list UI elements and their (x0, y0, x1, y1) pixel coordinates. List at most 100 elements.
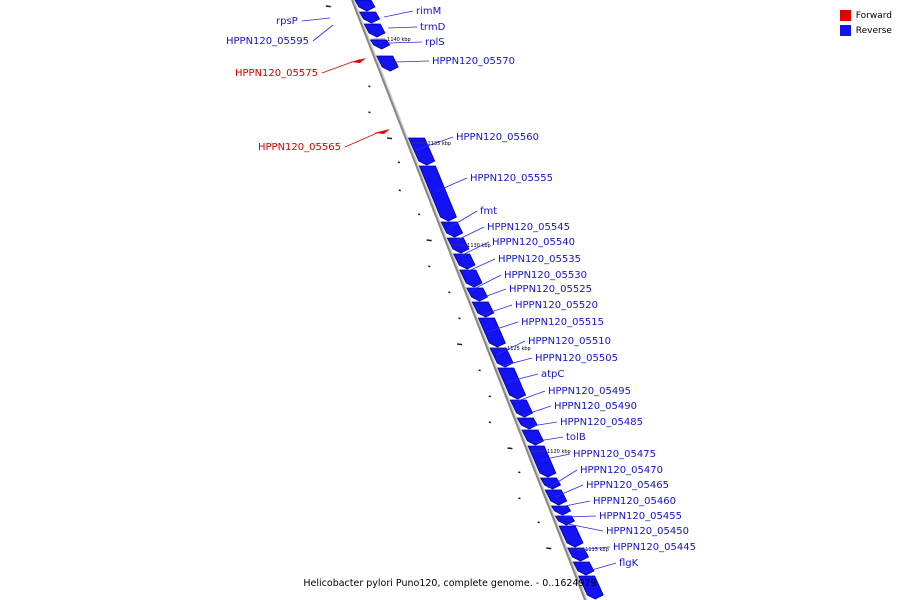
gene-mark (368, 85, 371, 88)
leader-line (540, 453, 571, 461)
gene-mark (325, 5, 331, 8)
leader-line (394, 60, 430, 63)
leader-line (486, 321, 519, 333)
gene-label-hppn120-05570: HPPN120_05570 (432, 56, 515, 67)
leader-line (562, 515, 597, 518)
gene-label-hppn120-05530: HPPN120_05530 (504, 270, 587, 281)
leader-line (344, 132, 378, 148)
gene-label-hppn120-05505: HPPN120_05505 (535, 353, 618, 364)
gene-mark (458, 317, 461, 320)
reverse-gene-bar (497, 367, 527, 400)
gene-label-hppn120-05565: HPPN120_05565 (258, 142, 341, 153)
reverse-gene-bar (554, 515, 576, 526)
gene-label-hppn120-05540: HPPN120_05540 (492, 237, 575, 248)
scale-tick-label: 1120 kbp (547, 449, 571, 455)
gene-label-trmd: trmD (420, 22, 446, 33)
gene-mark (417, 213, 421, 216)
backbone-line (351, 0, 586, 600)
leader-line (465, 258, 496, 273)
reverse-swatch-icon (839, 25, 851, 36)
reverse-gene-bar (544, 489, 568, 506)
reverse-gene-bar (578, 575, 604, 600)
gene-label-hppn120-05535: HPPN120_05535 (498, 254, 581, 265)
leader-line (321, 61, 353, 74)
gene-mark (397, 161, 401, 164)
gene-label-hppn120-05545: HPPN120_05545 (487, 222, 570, 233)
leader-line (520, 405, 552, 417)
leader-line (471, 274, 502, 291)
gene-label-hppn120-05455: HPPN120_05455 (599, 511, 682, 522)
gene-label-rpsp: rpsP (276, 16, 298, 27)
gene-label-hppn120-05520: HPPN120_05520 (515, 300, 598, 311)
leader-line (501, 357, 533, 367)
leader-line (415, 136, 454, 151)
gene-mark (488, 395, 491, 398)
leader-line (387, 26, 418, 29)
leader-line (584, 562, 617, 573)
reverse-gene-bar (558, 525, 584, 548)
gene-label-hppn120-05515: HPPN120_05515 (521, 317, 604, 328)
strand-legend: Forward Reverse (839, 8, 892, 38)
reverse-gene-bar (567, 547, 590, 562)
leader-line (525, 421, 558, 428)
gene-mark (478, 369, 481, 372)
reverse-gene-bar (358, 11, 381, 24)
scale-tick-label: 1130 kbp (467, 243, 491, 249)
gene-mark (426, 239, 432, 242)
reverse-gene-bar (407, 137, 436, 166)
leader-line (454, 226, 485, 242)
gene-label-hppn120-05595: HPPN120_05595 (226, 36, 309, 47)
gene-mark (428, 265, 431, 268)
leader-line (301, 17, 331, 22)
gene-label-hppn120-05560: HPPN120_05560 (456, 132, 539, 143)
leader-line (506, 373, 539, 383)
reverse-gene-bar (550, 505, 572, 516)
leader-line (559, 500, 591, 508)
leader-line (514, 390, 546, 403)
scale-tick-label: 1115 kbp (585, 547, 609, 553)
gene-mark (518, 471, 521, 474)
gene-label-hppn120-05485: HPPN120_05485 (560, 417, 643, 428)
gene-label-hppn120-05470: HPPN120_05470 (580, 465, 663, 476)
gene-label-hppn120-05475: HPPN120_05475 (573, 449, 656, 460)
gene-mark (368, 111, 371, 114)
reverse-gene-bar (459, 269, 483, 288)
gene-label-hppn120-05450: HPPN120_05450 (606, 526, 689, 537)
reverse-gene-bar (452, 253, 476, 270)
gene-mark (518, 497, 521, 500)
scale-tick-label: 1135 kbp (428, 141, 452, 147)
reverse-gene-bar (477, 317, 506, 348)
gene-mark (456, 343, 463, 346)
reverse-gene-bar (509, 399, 534, 418)
leader-line (567, 523, 604, 532)
leader-line (449, 210, 478, 228)
leader-line (554, 484, 584, 498)
leader-line (547, 469, 578, 489)
gene-label-hppn120-05555: HPPN120_05555 (470, 173, 553, 184)
gene-label-flgk: flgK (619, 558, 639, 569)
leader-line (475, 288, 507, 301)
scale-tick-label: 1125 kbp (507, 346, 531, 352)
legend-label-forward: Forward (855, 10, 892, 21)
gene-label-hppn120-05510: HPPN120_05510 (528, 336, 611, 347)
gene-label-atpc: atpC (541, 369, 564, 380)
map-caption: Helicobacter pylori Puno120, complete ge… (303, 578, 597, 589)
gene-label-tolb: tolB (566, 432, 586, 443)
leader-line (312, 24, 334, 42)
scale-tick-label: 1140 kbp (387, 37, 411, 43)
leader-line (383, 10, 414, 18)
leader-line (495, 340, 526, 356)
gene-mark (507, 447, 513, 450)
gene-label-fmt: fmt (480, 206, 497, 217)
reverse-gene-bar (572, 561, 595, 576)
leader-line (459, 241, 490, 257)
gene-label-hppn120-05465: HPPN120_05465 (586, 480, 669, 491)
leader-line (531, 436, 564, 443)
gene-mark (488, 421, 492, 424)
reverse-gene-bar (369, 39, 391, 50)
leader-line (436, 177, 468, 192)
gene-label-hppn120-05445: HPPN120_05445 (613, 542, 696, 553)
reverse-gene-bar (418, 165, 457, 222)
